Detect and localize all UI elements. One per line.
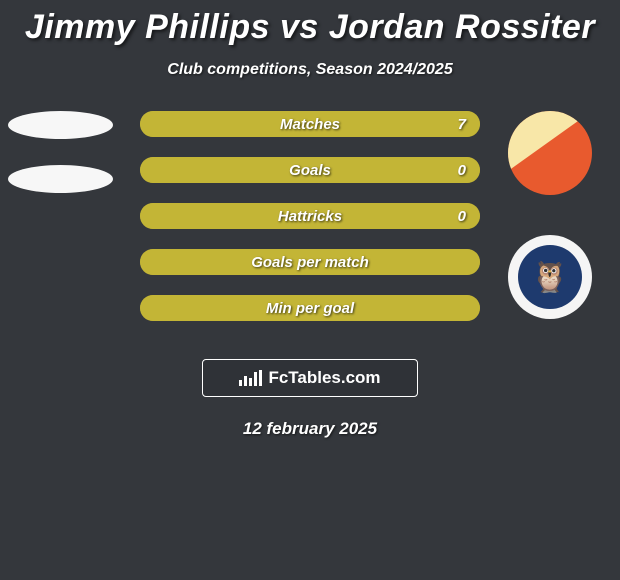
bar-label: Hattricks [140,203,480,229]
date-text: 12 february 2025 [0,419,620,439]
subtitle: Club competitions, Season 2024/2025 [0,61,620,79]
bar-row: Min per goal [140,295,480,321]
bar-value-right: 0 [458,157,466,183]
bar-row: Hattricks0 [140,203,480,229]
owl-icon: 🦉 [531,260,568,295]
player-photo [508,111,592,195]
bar-value-right: 7 [458,111,466,137]
comparison-chart: Matches7Goals0Hattricks0Goals per matchM… [0,111,620,341]
jersey-accent [508,111,592,171]
club-badge-inner: 🦉 [518,245,582,309]
brand-box: FcTables.com [202,359,418,397]
club-badge: 🦉 [508,235,592,319]
bar-label: Goals per match [140,249,480,275]
brand-text: FcTables.com [268,368,380,388]
bar-chart-icon [239,370,262,386]
page-title: Jimmy Phillips vs Jordan Rossiter [0,0,620,47]
bar-row: Goals per match [140,249,480,275]
bar-label: Goals [140,157,480,183]
bar-label: Matches [140,111,480,137]
right-player-stack: 🦉 [508,111,592,359]
bar-row: Goals0 [140,157,480,183]
player-ellipse [8,111,113,139]
bars-container: Matches7Goals0Hattricks0Goals per matchM… [140,111,480,341]
left-player-stack [8,111,113,219]
bar-value-right: 0 [458,203,466,229]
player-ellipse [8,165,113,193]
bar-row: Matches7 [140,111,480,137]
bar-label: Min per goal [140,295,480,321]
